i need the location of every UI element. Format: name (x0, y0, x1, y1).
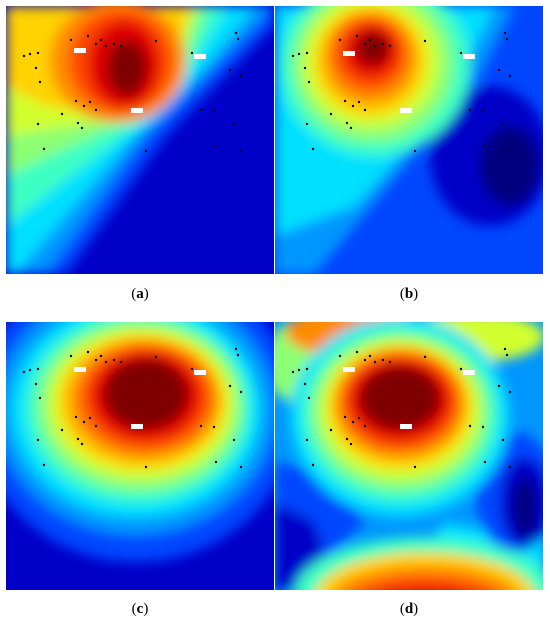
contour-map-c (6, 322, 274, 590)
panel-caption-a: (a) (131, 286, 149, 302)
sensor-points-d (291, 347, 512, 469)
station-tags-c (74, 367, 206, 429)
panel-caption-c: (c) (131, 601, 149, 617)
panel-label-d: d (404, 601, 414, 617)
sensor-points-c (22, 347, 243, 469)
station-tags-d (343, 367, 475, 429)
station-tags-a (74, 48, 206, 113)
contour-map-b (275, 6, 543, 274)
panel-caption-d: (d) (399, 601, 419, 617)
contour-plot-a (6, 6, 274, 274)
panel-label-c: c (136, 601, 144, 617)
contour-map-d (275, 322, 543, 590)
contour-map-a (6, 6, 274, 274)
panel-label-b: b (404, 286, 414, 302)
station-tags-b (343, 51, 475, 113)
contour-plot-c (6, 322, 274, 590)
sensor-points-b (291, 31, 512, 153)
contour-plot-d (275, 322, 543, 590)
sensor-points-a (22, 31, 243, 153)
panel-label-a: a (136, 286, 144, 302)
contour-plot-b (275, 6, 543, 274)
panel-caption-b: (b) (399, 286, 419, 302)
